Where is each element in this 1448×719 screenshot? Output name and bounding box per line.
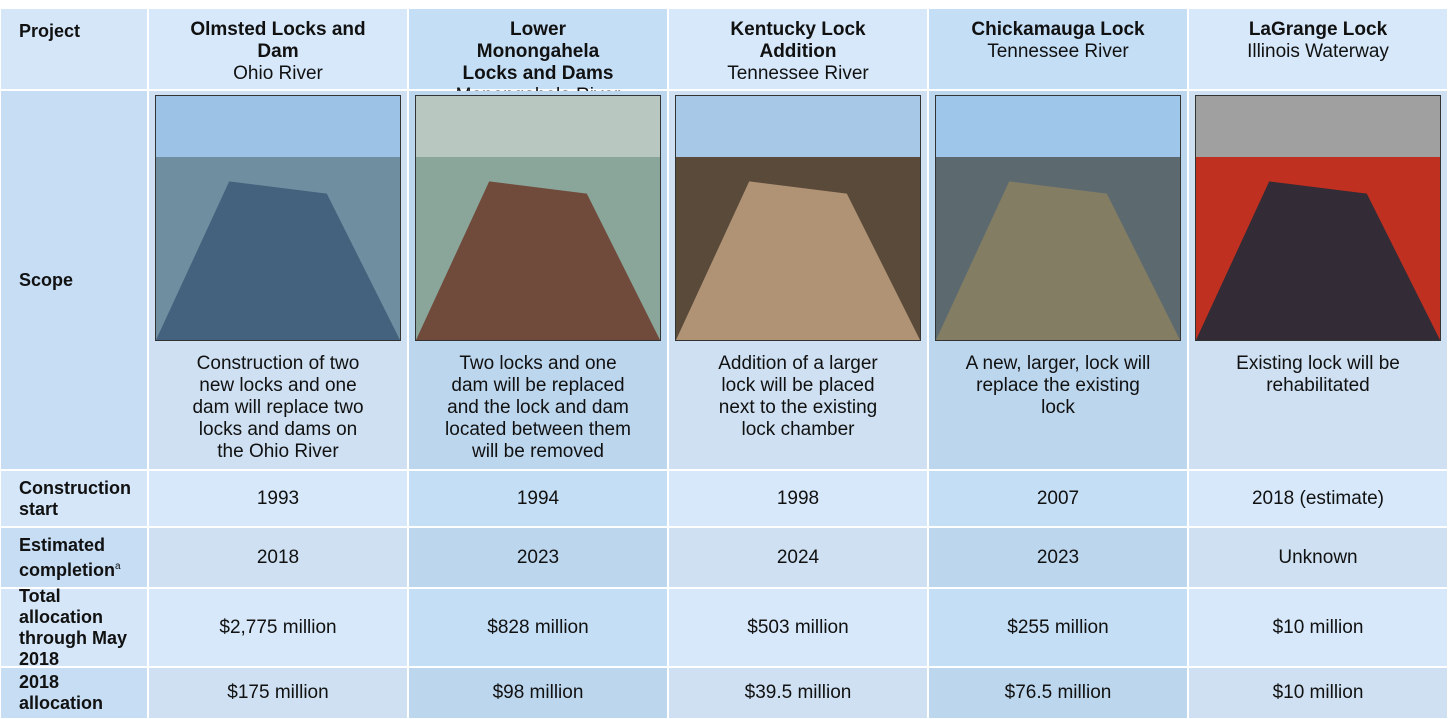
project-river: Tennessee River	[727, 63, 869, 84]
row-label-text: Construction start	[19, 477, 131, 519]
value-cell: 2023	[409, 528, 667, 587]
scope-text: A new, larger, lock will replace the exi…	[965, 353, 1151, 418]
project-name: LaGrange Lock	[1248, 19, 1388, 40]
row-label: Construction start	[1, 471, 147, 526]
project-river: Illinois Waterway	[1247, 41, 1389, 62]
value-cell: 2007	[929, 471, 1187, 526]
value-cell: $76.5 million	[929, 668, 1187, 718]
cell-value: $2,775 million	[219, 616, 337, 638]
cell-value: 1998	[776, 487, 820, 509]
footnote-marker: a	[115, 560, 121, 572]
scope-text: Construction of two new locks and one da…	[192, 353, 364, 462]
value-cell: Unknown	[1189, 528, 1447, 587]
project-header: Lower Monongahela Locks and DamsMonongah…	[409, 9, 667, 106]
value-cell: 1998	[669, 471, 927, 526]
cell-value: $175 million	[227, 682, 329, 703]
project-river: Tennessee River	[987, 41, 1129, 62]
row-label-text: Scope	[19, 269, 74, 290]
project-header: Olmsted Locks and Dam Ohio River	[149, 9, 407, 89]
cell-value: 2023	[516, 546, 560, 568]
project-river: Ohio River	[233, 63, 323, 84]
project-photo	[415, 95, 661, 341]
scope-text: Existing lock will be rehabilitated	[1236, 353, 1400, 396]
value-cell: $828 million	[409, 589, 667, 666]
row-label: Scope	[1, 91, 147, 469]
value-cell: $39.5 million	[669, 668, 927, 718]
project-name: Lower Monongahela Locks and Dams	[462, 19, 614, 84]
scope-text: Two locks and one dam will be replaced a…	[445, 353, 631, 462]
value-cell: 1994	[409, 471, 667, 526]
cell-value: $828 million	[487, 616, 589, 638]
value-cell: $255 million	[929, 589, 1187, 666]
project-photo	[155, 95, 401, 341]
cell-value: $98 million	[492, 682, 584, 703]
cell-value: $10 million	[1272, 616, 1364, 638]
value-cell: 2018	[149, 528, 407, 587]
value-cell: $503 million	[669, 589, 927, 666]
cell-value: 2018 (estimate)	[1251, 487, 1384, 509]
cell-value: 2023	[1036, 546, 1080, 568]
value-cell: 2018 (estimate)	[1189, 471, 1447, 526]
row-label-text: 2018 allocation	[19, 672, 104, 713]
row-label-text: Total allocation through May 2018	[19, 585, 127, 669]
value-cell: $10 million	[1189, 668, 1447, 718]
cell-value: $76.5 million	[1004, 682, 1112, 703]
project-photo	[935, 95, 1181, 341]
cell-value: 2018	[256, 546, 300, 568]
value-cell: $2,775 million	[149, 589, 407, 666]
cell-value: 2007	[1036, 487, 1080, 509]
project-header: Chickamauga Lock Tennessee River	[929, 9, 1187, 89]
project-photo	[1195, 95, 1441, 341]
value-cell: $98 million	[409, 668, 667, 718]
value-cell: 2024	[669, 528, 927, 587]
project-header: LaGrange Lock Illinois Waterway	[1189, 9, 1447, 89]
cell-value: $10 million	[1272, 682, 1364, 703]
cell-value: $255 million	[1007, 616, 1109, 638]
row-label: Estimated completiona	[1, 528, 147, 587]
value-cell: $10 million	[1189, 589, 1447, 666]
project-photo	[675, 95, 921, 341]
value-cell: 1993	[149, 471, 407, 526]
scope-text: Addition of a larger lock will be placed…	[718, 353, 878, 440]
project-name: Olmsted Locks and Dam	[190, 19, 366, 62]
row-label: 2018 allocation	[1, 668, 147, 718]
cell-value: 1994	[516, 487, 560, 509]
cell-value: $39.5 million	[744, 682, 852, 703]
cell-value: $503 million	[747, 616, 849, 638]
value-cell: $175 million	[149, 668, 407, 718]
project-name: Chickamauga Lock	[971, 19, 1145, 40]
project-name: Kentucky Lock Addition	[730, 19, 866, 62]
cell-value: 1993	[256, 487, 300, 509]
row-label-text: Estimated completiona	[19, 534, 121, 580]
header-label: Project	[1, 9, 147, 89]
project-header: Kentucky Lock Addition Tennessee River	[669, 9, 927, 89]
row-label: Total allocation through May 2018	[1, 586, 147, 669]
value-cell: 2023	[929, 528, 1187, 587]
cell-value: Unknown	[1278, 546, 1358, 568]
cell-value: 2024	[776, 546, 820, 568]
